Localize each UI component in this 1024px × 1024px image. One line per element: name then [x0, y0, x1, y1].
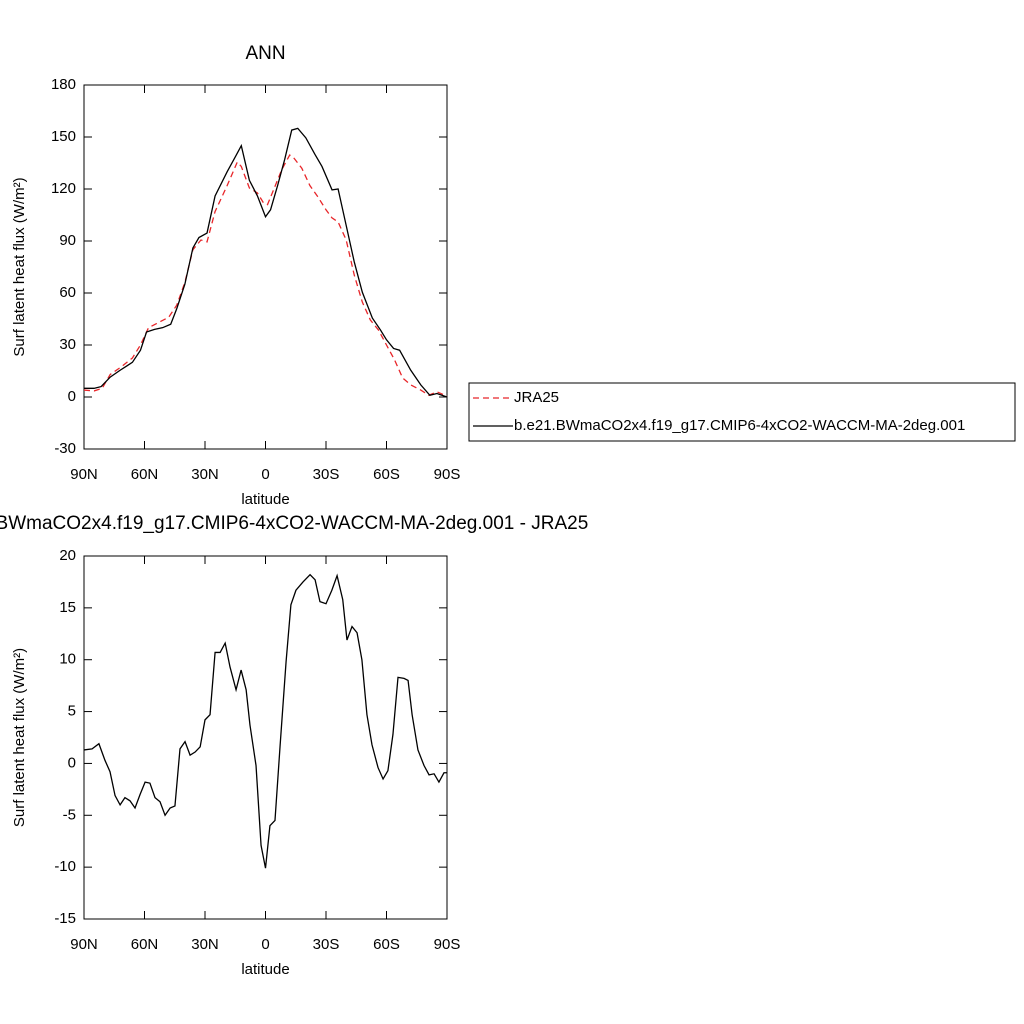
legend-label: JRA25 [514, 389, 559, 406]
chart-title: ANN [245, 43, 285, 64]
legend-box [468, 382, 1016, 442]
y-tick-label: 150 [51, 128, 76, 145]
plot-frame [83, 84, 448, 450]
data-line [83, 573, 447, 869]
x-tick-label: 30N [191, 466, 219, 483]
x-tick-label: 90N [70, 466, 98, 483]
x-tick-label: 0 [261, 936, 269, 953]
x-tick-label: 60S [373, 466, 400, 483]
y-tick-label: 0 [68, 754, 76, 771]
y-tick-label: 30 [59, 336, 76, 353]
x-axis-label: latitude [241, 491, 289, 508]
x-tick-label: 30S [313, 936, 340, 953]
x-tick-label: 60N [131, 936, 159, 953]
x-axis-label: latitude [241, 961, 289, 978]
x-tick-label: 30N [191, 936, 219, 953]
x-tick-label: 90S [434, 936, 461, 953]
chart-title: b.e21.BWmaCO2x4.f19_g17.CMIP6-4xCO2-WACC… [0, 513, 588, 534]
x-tick-label: 90S [434, 466, 461, 483]
y-tick-label: 15 [59, 599, 76, 616]
x-tick-label: 0 [261, 466, 269, 483]
data-line [84, 127, 448, 398]
y-tick-label: -15 [54, 910, 76, 927]
y-tick-label: -5 [63, 806, 76, 823]
y-tick-label: -30 [54, 440, 76, 457]
x-tick-label: 90N [70, 936, 98, 953]
y-tick-label: 120 [51, 180, 76, 197]
y-tick-label: 0 [68, 388, 76, 405]
data-line [83, 154, 448, 397]
y-tick-label: -10 [54, 858, 76, 875]
y-tick-label: 90 [59, 232, 76, 249]
y-tick-label: 20 [59, 547, 76, 564]
y-tick-label: 60 [59, 284, 76, 301]
y-tick-label: 10 [59, 651, 76, 668]
y-tick-label: 180 [51, 76, 76, 93]
y-tick-label: 5 [68, 703, 76, 720]
x-tick-label: 60S [373, 936, 400, 953]
y-axis-label: Surf latent heat flux (W/m²) [11, 177, 28, 356]
x-tick-label: 60N [131, 466, 159, 483]
y-axis-label: Surf latent heat flux (W/m²) [11, 648, 28, 827]
legend-label: b.e21.BWmaCO2x4.f19_g17.CMIP6-4xCO2-WACC… [514, 417, 965, 434]
x-tick-label: 30S [313, 466, 340, 483]
